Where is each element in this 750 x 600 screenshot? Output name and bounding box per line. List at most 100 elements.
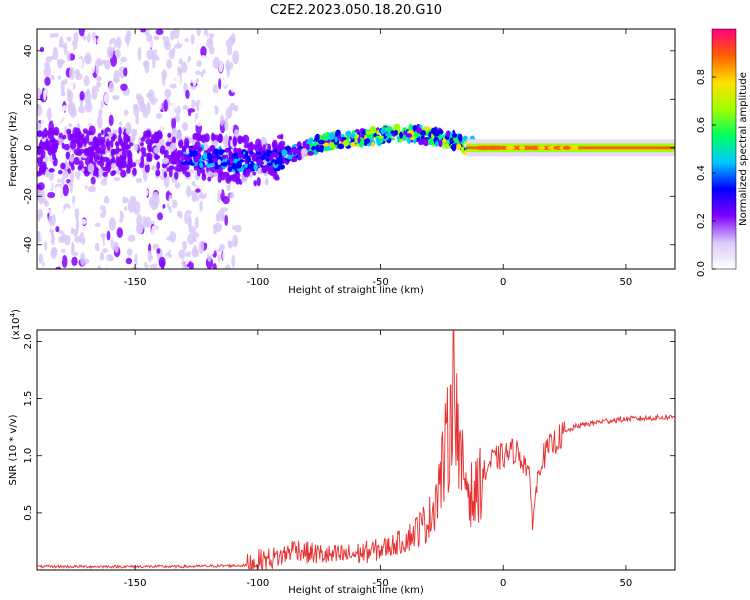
spectrogram-cell xyxy=(123,206,128,211)
spectrogram-cell xyxy=(171,199,178,209)
spectrogram-cell xyxy=(146,156,153,163)
spectrogram-cell xyxy=(214,240,220,250)
spectrogram-cell xyxy=(229,192,235,199)
spectrogram-cell xyxy=(260,136,268,146)
spectrogram-cell xyxy=(131,45,138,54)
spectrogram-cell xyxy=(236,150,242,155)
spectrogram-cell xyxy=(79,242,83,255)
spectrogram-cell xyxy=(194,70,201,76)
spectrogram-cell xyxy=(341,137,347,141)
spectrogram-cell xyxy=(192,72,197,87)
spectrogram-cell xyxy=(377,135,384,139)
spectrogram-cell xyxy=(140,29,147,33)
spectrogram-cell xyxy=(174,206,180,212)
spectrogram-cell xyxy=(231,163,238,170)
spectrogram-cell xyxy=(264,178,269,186)
spectrogram-cell xyxy=(171,75,175,84)
spectrogram-cell xyxy=(115,157,121,167)
spectrogram-cell xyxy=(92,166,99,175)
spectrogram-cell xyxy=(106,253,113,262)
spectrogram-cell xyxy=(138,225,143,234)
spectrogram-cell xyxy=(92,36,97,47)
spectrogram-cell xyxy=(281,149,288,157)
spectrogram-cell xyxy=(206,77,214,90)
spectrogram-cell xyxy=(405,133,413,138)
spectrogram-cell xyxy=(76,131,83,140)
spectrogram-cell xyxy=(96,81,102,88)
spectrogram-cell xyxy=(197,146,203,152)
spectrogram-cell xyxy=(136,214,143,227)
spectrogram-cell xyxy=(195,36,201,51)
spectrogram-cell xyxy=(345,130,352,137)
snr-line xyxy=(37,330,675,570)
x-tick-label: 0 xyxy=(500,277,506,288)
spectrogram-cell xyxy=(127,234,136,243)
spectrogram-cell xyxy=(132,167,137,176)
spectrogram-cell xyxy=(150,133,158,140)
spectrogram-cell xyxy=(135,177,143,183)
spectrogram-cell xyxy=(182,104,189,111)
spectrogram-cell xyxy=(150,104,157,118)
spectrogram-cell xyxy=(69,139,77,150)
spectrogram-cell xyxy=(78,105,86,114)
colorbar-label: Normalized spectral amplitude xyxy=(738,72,749,226)
spectrogram-cell xyxy=(38,165,44,176)
spectrogram-cell xyxy=(111,170,117,175)
spectrogram-heatmap xyxy=(37,29,675,269)
spectrogram-cell xyxy=(276,157,283,165)
spectrogram-cell xyxy=(168,198,173,207)
spectrogram-cell xyxy=(328,132,336,140)
spectrogram-cell xyxy=(143,130,150,137)
spectrogram-cell xyxy=(69,66,75,81)
spectrogram-cell xyxy=(203,87,210,93)
spectrogram-cell xyxy=(350,132,356,139)
spectrogram-cell xyxy=(124,135,132,142)
spectrogram-cell xyxy=(59,107,65,120)
spectrogram-cell xyxy=(125,240,129,247)
spectrogram-cell xyxy=(300,148,308,156)
spectrogram-cell xyxy=(365,130,372,136)
spectrogram-cell xyxy=(191,99,196,108)
spectrogram-cell xyxy=(266,157,270,162)
spectrogram-cell xyxy=(219,171,226,181)
spectrogram-cell xyxy=(56,178,62,183)
spectrogram-cell xyxy=(209,163,214,167)
spectrogram-cell xyxy=(158,256,166,268)
spectrogram-cell xyxy=(416,127,423,134)
spectrogram-cell xyxy=(206,152,213,161)
spectrogram-cell xyxy=(206,37,214,49)
spectrogram-cell xyxy=(131,128,138,137)
spectrogram-cell xyxy=(219,148,223,155)
spectrogram-cell xyxy=(152,243,159,251)
spectrogram-cell xyxy=(196,168,201,177)
spectrogram-cell xyxy=(98,168,103,176)
spectrogram-cell xyxy=(256,151,262,155)
spectrogram-cell xyxy=(207,244,213,256)
spectrogram-cell xyxy=(106,46,114,59)
spectrogram-cell xyxy=(229,174,235,180)
spectrogram-cell xyxy=(84,175,89,187)
spectrogram-cell xyxy=(108,217,116,231)
spectrogram-cell xyxy=(161,71,166,86)
spectrogram-cell xyxy=(133,240,142,247)
spectrogram-cell xyxy=(265,149,271,158)
spectrogram-cell xyxy=(195,117,203,127)
spectrogram-cell xyxy=(232,50,240,65)
spectrogram-cell xyxy=(223,228,229,234)
spectrogram-cell xyxy=(144,163,150,173)
spectrogram-cell xyxy=(52,247,58,258)
spectrogram-cell xyxy=(55,186,63,197)
spectrogram-cell xyxy=(231,254,236,268)
spectrogram-cell xyxy=(44,176,49,190)
spectrogram-cell xyxy=(105,161,112,171)
spectrogram-cell xyxy=(82,35,87,41)
spectrogram-cell xyxy=(101,263,108,269)
spectrogram-cell xyxy=(126,248,133,256)
spectrogram-cell xyxy=(131,61,136,76)
spectrogram-cell xyxy=(451,143,457,152)
spectrogram-cell xyxy=(127,151,133,160)
spectrogram-cell xyxy=(339,134,345,138)
spectrogram-cell xyxy=(537,145,546,150)
spectrogram-cell xyxy=(231,67,238,82)
spectrogram-cell xyxy=(137,47,142,61)
